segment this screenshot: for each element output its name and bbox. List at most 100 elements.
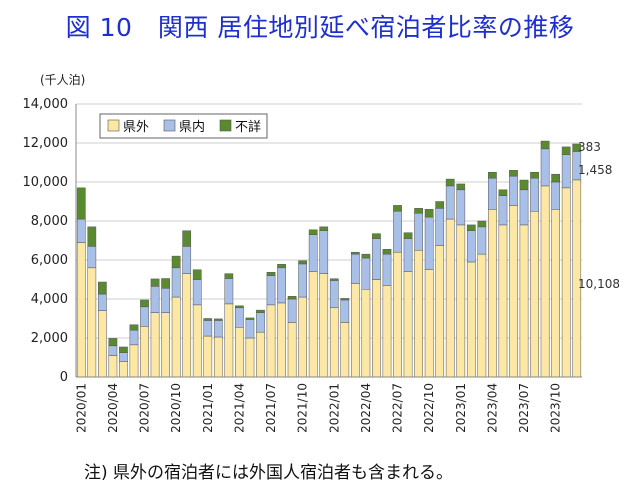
bar-segment-fusho (466, 224, 476, 231)
legend: 県外 県内 不詳 (99, 113, 268, 139)
bar-segment-kengai (361, 289, 371, 378)
bar-segment-fusho (235, 305, 244, 309)
y-tick-label: 0 (60, 370, 68, 385)
bar-segment-kennai (414, 212, 423, 251)
bar-segment-kennai (372, 238, 381, 280)
x-tick-label: 2020/07 (138, 383, 152, 433)
bar-segment-kengai (171, 296, 181, 378)
bar-segment-kennai (488, 177, 497, 210)
bar-segment-kennai (192, 279, 202, 306)
legend-label-fusho: 不詳 (235, 119, 261, 135)
bar-segment-kengai (372, 279, 381, 378)
legend-label-kengai: 県外 (123, 120, 149, 135)
bar-segment-kengai (308, 271, 318, 378)
bar-segment-kengai (551, 209, 561, 378)
y-tick-label: 2,000 (31, 331, 68, 346)
bar-segment-kennai (256, 312, 265, 333)
bar-segment-fusho (519, 179, 529, 191)
bar-segment-fusho (108, 338, 118, 347)
bar-segment-kengai (393, 251, 402, 378)
bar-segment-kennai (224, 278, 234, 305)
x-tick-label: 2023/04 (485, 383, 499, 433)
bar-segment-fusho (192, 269, 202, 280)
bar-segment-kengai (298, 296, 307, 378)
footnote: 注) 県外の宿泊者には外国人宿泊者も含まれる。 (84, 463, 454, 483)
bar-segment-kennai (108, 345, 118, 356)
bar-segment-kennai (340, 299, 350, 323)
bar-segment-fusho (277, 264, 286, 269)
bar-segment-kennai (97, 293, 107, 311)
unit-label: (千人泊) (40, 73, 85, 87)
x-tick-label: 2021/07 (264, 383, 278, 433)
bar-segment-kengai (435, 245, 445, 378)
bar-segment-fusho (477, 220, 487, 228)
bar-segment-kennai (403, 238, 413, 272)
bar-segment-fusho (382, 249, 392, 255)
bar-segment-kennai (150, 286, 160, 313)
bar-segment-kengai (329, 307, 339, 378)
bar-segment-fusho (540, 140, 550, 150)
bar-segment-kengai (182, 273, 192, 378)
y-tick-label: 4,000 (31, 292, 68, 307)
bar-segment-fusho (561, 146, 571, 155)
bar-segment-kennai (319, 230, 329, 274)
bar-segment-kennai (129, 329, 139, 346)
bar-segment-fusho (308, 229, 318, 235)
bar-segment-kennai (350, 253, 360, 284)
bar-segment-kennai (266, 275, 276, 306)
bar-segment-fusho (203, 318, 213, 321)
bar-segment-kennai (530, 177, 539, 212)
bar-segment-kennai (509, 175, 518, 206)
bar-segment-fusho (414, 208, 423, 214)
annotation-fusho-value: 383 (578, 140, 601, 154)
bar-segment-fusho (213, 318, 223, 321)
bar-segment-kengai (414, 250, 423, 378)
bar-segment-fusho (319, 226, 329, 232)
bar-segment-kengai (519, 224, 529, 378)
bar-segment-kengai (287, 322, 297, 378)
bar-segment-fusho (76, 187, 86, 220)
x-tick-label: 2020/04 (106, 383, 120, 433)
bar-segment-kengai (213, 336, 223, 378)
bar-segment-kengai (561, 187, 571, 378)
bar-segment-kennai (361, 257, 371, 290)
bar-segment-fusho (140, 299, 149, 308)
bar-segment-fusho (256, 309, 265, 313)
bar-segment-fusho (119, 346, 128, 353)
y-tick-labels: 0 2,000 4,000 6,000 8,000 10,000 12,000 14,000 (23, 97, 69, 385)
bar-segment-fusho (171, 255, 181, 269)
bar-segment-kengai (509, 205, 518, 378)
annotation-kengai-value: 10,108 (578, 277, 620, 291)
x-tick-label: 2022/07 (391, 383, 405, 433)
bar-segment-fusho (287, 296, 297, 300)
bar-segment-kennai (540, 148, 550, 187)
bar-segment-kengai (129, 344, 139, 378)
bar-segment-fusho (298, 260, 307, 265)
bar-segment-kengai (256, 331, 265, 378)
bar-segment-fusho (224, 273, 234, 279)
bar-segment-fusho (182, 230, 192, 247)
bar-segment-fusho (150, 278, 160, 287)
bar-segment-fusho (509, 170, 518, 177)
bar-segment-fusho (403, 232, 413, 239)
bar-segment-kengai (488, 209, 497, 378)
bar-segment-fusho (340, 298, 350, 301)
bar-segment-kengai (456, 224, 466, 378)
bar-segment-fusho (266, 272, 276, 276)
bar-segment-kengai (340, 322, 350, 378)
bar-segment-kengai (161, 312, 170, 378)
bar-segment-kennai (213, 320, 223, 338)
x-tick-label: 2022/10 (422, 383, 436, 433)
x-tick-label: 2022/01 (327, 383, 341, 433)
bar-segment-fusho (245, 317, 255, 320)
bar-segment-kengai (150, 312, 160, 378)
bar-segment-kengai (108, 355, 118, 378)
bar-segment-kengai (403, 271, 413, 378)
bar-segment-kennai (76, 218, 86, 243)
bar-segment-kengai (87, 267, 97, 378)
bar-segment-kennai (308, 234, 318, 272)
bar-segment-kennai (277, 267, 286, 304)
bar-segment-kennai (551, 181, 561, 210)
bar-segment-fusho (361, 253, 371, 259)
bar-segment-kengai (498, 224, 508, 378)
